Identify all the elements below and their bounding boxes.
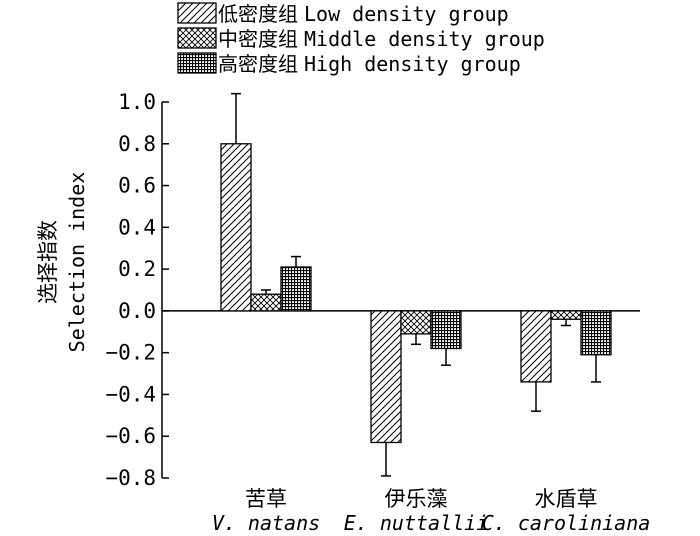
legend-swatch <box>177 2 217 24</box>
legend-label-cn: 低密度组 <box>218 2 298 26</box>
y-tick-label: 0.6 <box>118 174 156 198</box>
y-tick-label: −0.4 <box>105 382 156 406</box>
y-tick-label: −0.2 <box>105 341 156 365</box>
legend-swatch <box>177 52 217 74</box>
bar <box>430 310 462 350</box>
x-tick-label-cn: 水盾草 <box>535 487 598 511</box>
y-tick-label: −0.8 <box>105 466 156 490</box>
bar <box>280 266 312 312</box>
bars <box>220 92 612 477</box>
x-tick-label-cn: 苦草 <box>245 487 287 511</box>
bar <box>400 310 432 335</box>
bar <box>370 310 402 444</box>
legend-label-en: Middle density group <box>304 27 545 51</box>
axes: 1.0 0.8 0.6 0.4 0.2 0.0 −0.2 −0.4 −0.6 −0.8 <box>105 90 640 490</box>
y-tick-label: 0.4 <box>118 215 156 239</box>
legend-label-en: Low density group <box>304 2 509 26</box>
x-tick-label-cn: 伊乐藻 <box>385 487 448 511</box>
bar <box>220 143 252 312</box>
bar <box>250 293 282 312</box>
x-tick-label-en: V. natans <box>212 511 320 535</box>
legend-swatch <box>177 27 217 49</box>
bar <box>550 310 582 320</box>
y-axis-title: 选择指数 Selection index <box>36 172 89 353</box>
y-tick-label: 0.8 <box>118 132 156 156</box>
y-axis-title-cn: 选择指数 <box>36 220 60 304</box>
bar <box>520 310 552 383</box>
legend-label-en: High density group <box>304 52 521 76</box>
y-tick-label: 1.0 <box>118 90 156 114</box>
x-tick-label-en: C. caroliniana <box>482 511 651 535</box>
y-tick-label: 0.0 <box>118 299 156 323</box>
legend-label-cn: 高密度组 <box>218 52 298 76</box>
legend-label-cn: 中密度组 <box>218 27 298 51</box>
bar <box>580 310 612 356</box>
y-axis-title-en: Selection index <box>65 172 89 353</box>
y-tick-label: −0.6 <box>105 424 156 448</box>
x-tick-label-en: E. nuttallii <box>344 511 489 535</box>
y-tick-label: 0.2 <box>118 257 156 281</box>
